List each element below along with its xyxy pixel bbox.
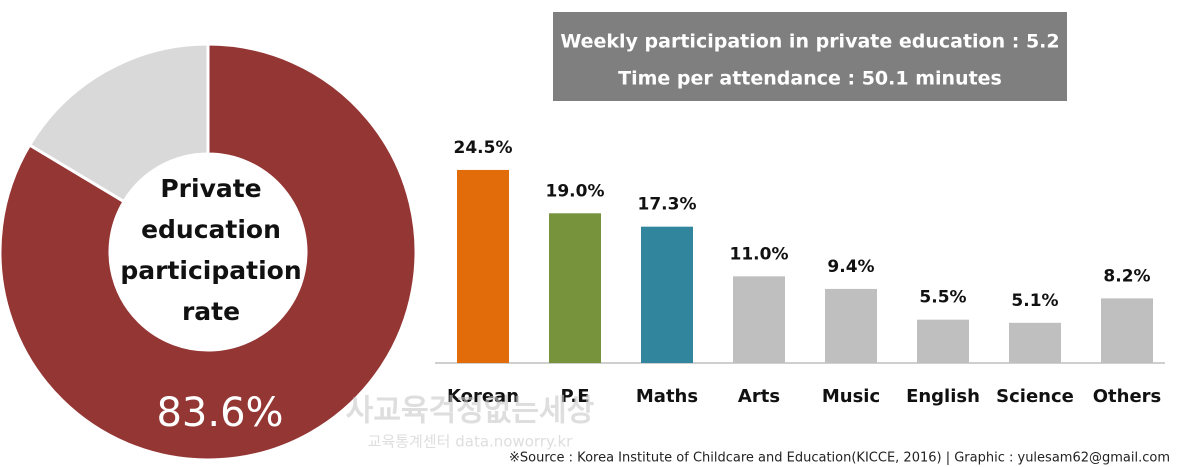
source-note: ※Source : Korea Institute of Childcare a… [509, 451, 1170, 466]
value-label: 24.5% [454, 138, 513, 158]
value-label: 9.4% [827, 257, 874, 277]
value-label: 17.3% [638, 195, 697, 215]
bar [917, 319, 969, 363]
category-label: Arts [738, 386, 780, 407]
center-label: rate [182, 297, 240, 326]
donut-slice [27, 42, 210, 204]
info-line: Time per attendance : 50.1 minutes [618, 68, 1002, 90]
bar [457, 169, 509, 363]
value-label: 5.1% [1011, 291, 1058, 311]
bar [641, 226, 693, 363]
watermark: 사교육걱정없는세상 [346, 394, 595, 429]
info-box [553, 12, 1067, 101]
value-label: 8.2% [1103, 266, 1150, 286]
donut-slice [0, 42, 418, 462]
info-line: Weekly participation in private educatio… [560, 31, 1059, 53]
category-label: Maths [636, 386, 698, 407]
center-label: education [141, 215, 281, 244]
bar [1009, 322, 1061, 363]
category-label: P.E [560, 386, 589, 407]
watermark: 교육통계센터 data.noworry.kr [368, 433, 574, 451]
category-label: Korean [447, 386, 519, 407]
value-label: 19.0% [546, 181, 605, 201]
value-label: 83.6% [156, 390, 283, 436]
category-label: Music [822, 386, 880, 407]
bar [825, 288, 877, 363]
category-label: Others [1093, 386, 1162, 407]
category-label: English [906, 386, 980, 407]
category-label: Science [996, 386, 1074, 407]
bar [549, 213, 601, 363]
value-label: 11.0% [730, 244, 789, 264]
center-label: Private [160, 174, 261, 203]
value-label: 5.5% [919, 288, 966, 308]
bar [1101, 298, 1153, 363]
center-label: participation [120, 256, 301, 285]
bar [733, 276, 785, 363]
